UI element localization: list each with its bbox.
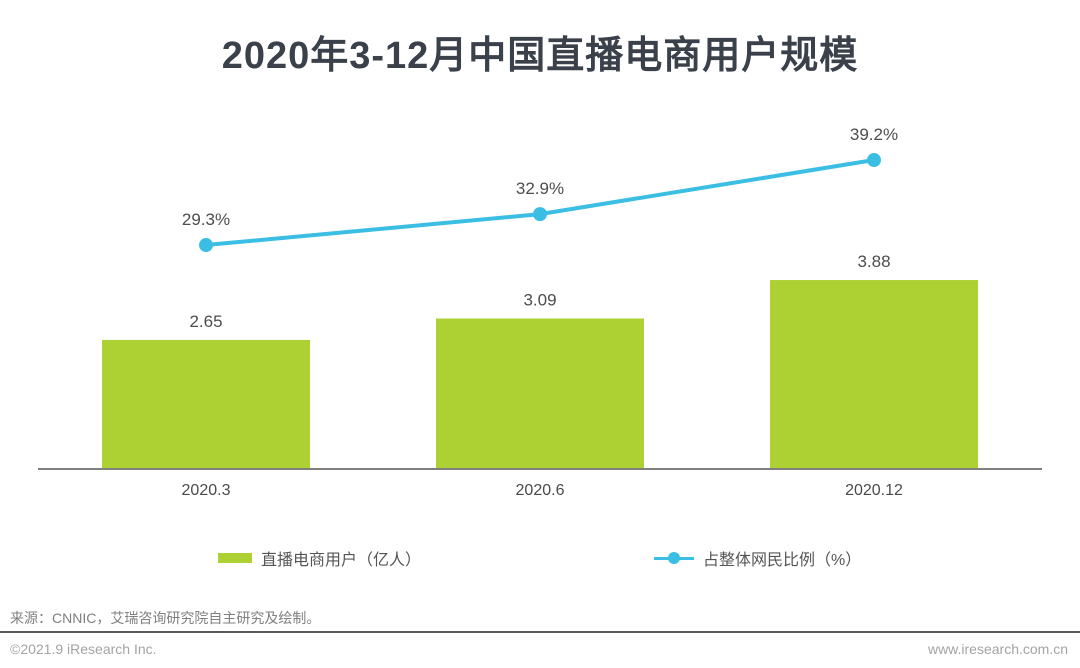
line-legend-label: 占整体网民比例（%） — [703, 552, 862, 569]
website-text: www.iresearch.com.cn — [927, 641, 1068, 657]
bar-value-label: 3.88 — [857, 252, 890, 271]
bar-legend-swatch — [218, 553, 252, 563]
legend-item-bar: 直播电商用户（亿人） — [218, 548, 422, 569]
trend-point — [199, 238, 213, 253]
source-note: 来源：CNNIC，艾瑞咨询研究院自主研究及绘制。 — [10, 610, 321, 626]
x-axis-tick-label: 2020.12 — [845, 482, 903, 499]
trend-value-label: 32.9% — [516, 179, 564, 198]
line-legend-marker — [654, 551, 694, 565]
bar-legend-label: 直播电商用户（亿人） — [261, 552, 422, 569]
x-axis-tick-label: 2020.6 — [516, 482, 565, 499]
line-marker-dot — [668, 552, 680, 564]
footer-divider — [0, 631, 1080, 633]
bar — [436, 318, 644, 469]
copyright-text: ©2021.9 iResearch Inc. — [10, 641, 157, 657]
chart-title: 2020年3-12月中国直播电商用户规模 — [221, 35, 859, 77]
bar-value-label: 3.09 — [523, 291, 556, 310]
x-axis-tick-label: 2020.3 — [182, 482, 231, 499]
bar-value-label: 2.65 — [189, 312, 222, 331]
trend-point — [533, 207, 547, 222]
legend-item-line: 占整体网民比例（%） — [654, 548, 862, 569]
trend-line — [204, 158, 876, 248]
trend-value-label: 29.3% — [182, 210, 230, 229]
bar — [102, 339, 310, 469]
chart-canvas: 2.65 3.09 3.88 2020.3 2020.6 2020.12 29.3% 32.9… — [38, 125, 1042, 499]
trend-point — [867, 153, 881, 168]
bar — [770, 280, 978, 469]
trend-value-label: 39.2% — [850, 125, 898, 144]
